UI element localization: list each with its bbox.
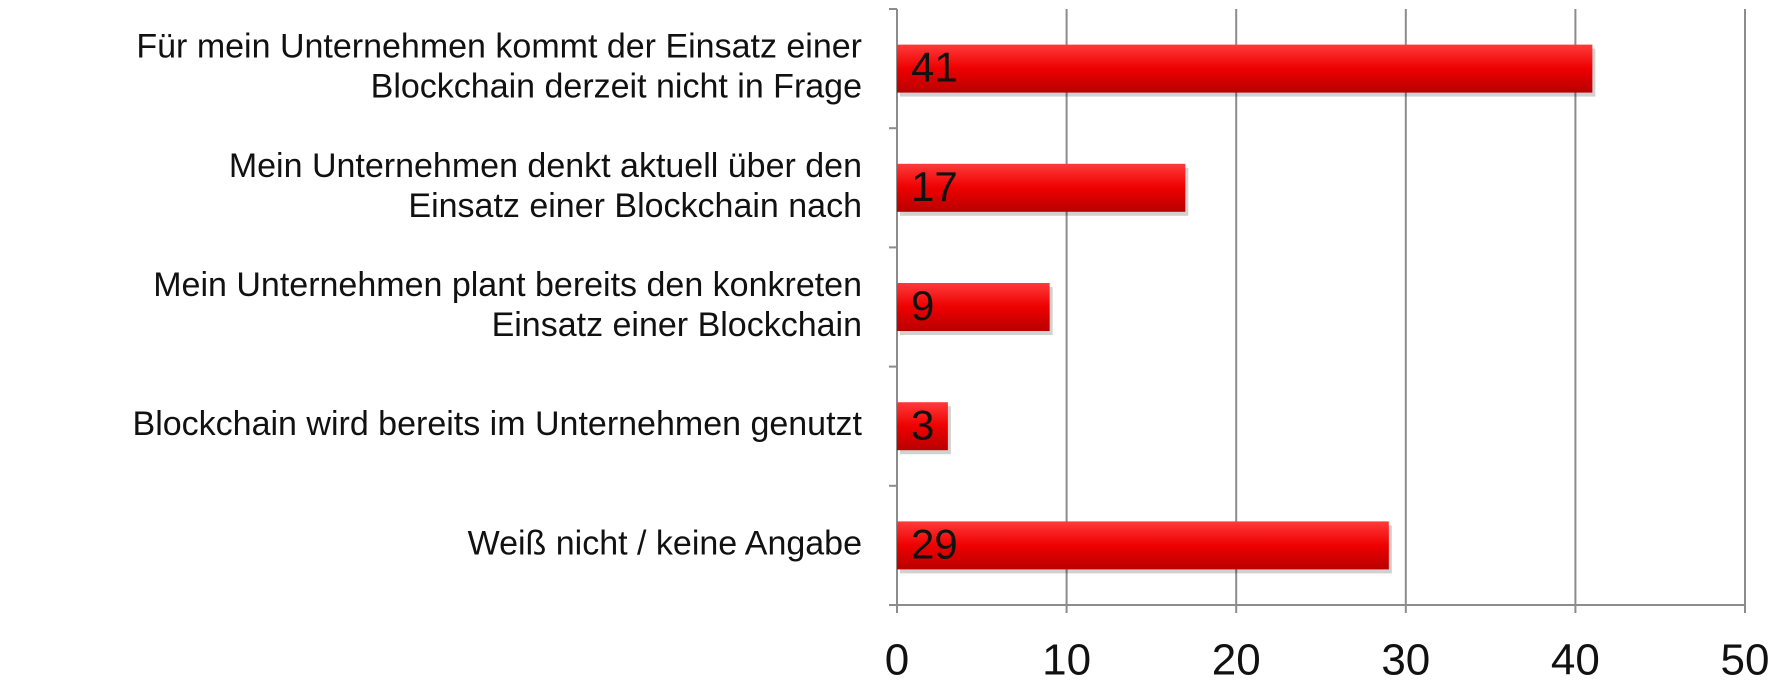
x-tick-label: 0 [885, 636, 909, 685]
y-tick-label: Blockchain wird bereits im Unternehmen g… [133, 405, 863, 443]
y-tick-label: Für mein Unternehmen kommt der Einsatz e… [136, 28, 862, 106]
label-line: Blockchain wird bereits im Unternehmen g… [133, 405, 863, 443]
label-line: Einsatz einer Blockchain nach [408, 187, 862, 225]
data-label: 29 [911, 520, 958, 567]
label-line: Für mein Unternehmen kommt der Einsatz e… [136, 28, 862, 66]
y-tick-label: Weiß nicht / keine Angabe [468, 524, 862, 562]
bar [897, 283, 1050, 331]
data-label: 41 [911, 44, 958, 91]
data-label: 3 [911, 401, 934, 448]
data-label: 9 [911, 282, 934, 329]
x-tick-label: 50 [1721, 636, 1770, 685]
x-tick-label: 10 [1042, 636, 1091, 685]
x-tick-label: 30 [1381, 636, 1430, 685]
bar [897, 163, 1186, 212]
bar [897, 44, 1593, 93]
label-line: Einsatz einer Blockchain [492, 306, 862, 344]
y-tick-label: Mein Unternehmen plant bereits den konkr… [153, 266, 862, 344]
bar [897, 521, 1389, 570]
x-tick-label: 20 [1212, 636, 1261, 685]
data-label: 17 [911, 163, 958, 210]
x-tick-label: 40 [1551, 636, 1600, 685]
label-line: Blockchain derzeit nicht in Frage [371, 68, 862, 106]
label-line: Mein Unternehmen denkt aktuell über den [229, 147, 862, 185]
label-line: Mein Unternehmen plant bereits den konkr… [153, 266, 862, 304]
y-tick-label: Mein Unternehmen denkt aktuell über den E… [229, 147, 862, 225]
label-line: Weiß nicht / keine Angabe [468, 524, 862, 562]
bar [897, 402, 948, 451]
